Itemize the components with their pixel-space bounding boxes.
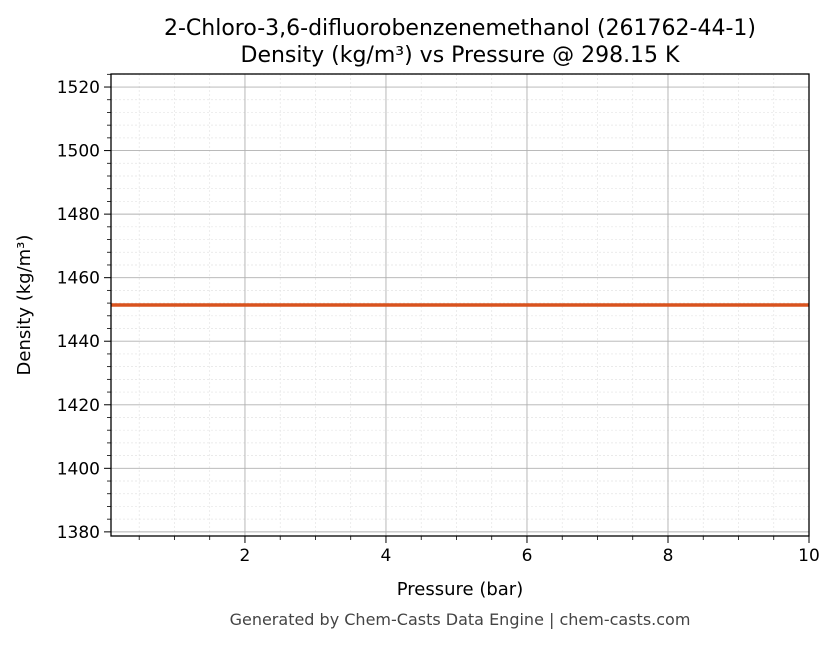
plot-frame [110, 73, 810, 537]
chart-subtitle: Density (kg/m³) vs Pressure @ 298.15 K [241, 43, 681, 68]
y-tick-label: 1500 [57, 142, 100, 162]
y-axis-label: Density (kg/m³) [14, 235, 35, 376]
x-tick-label: 2 [240, 546, 251, 566]
x-tick-label: 4 [381, 546, 392, 566]
y-tick-label: 1440 [57, 332, 100, 352]
y-tick-label: 1480 [57, 205, 100, 225]
y-tick-label: 1380 [57, 523, 100, 543]
ticks: 2 4 6 8 10 1380 1400 1420 1440 1460 1480 1500 1520 [57, 73, 820, 566]
y-tick-label: 1400 [57, 459, 100, 479]
x-tick-label: 8 [663, 546, 674, 566]
x-tick-label: 10 [798, 546, 820, 566]
y-tick-label: 1520 [57, 78, 100, 98]
x-tick-label: 6 [522, 546, 533, 566]
x-axis-label: Pressure (bar) [397, 579, 523, 600]
y-tick-label: 1460 [57, 269, 100, 289]
chart-title: 2-Chloro-3,6-difluorobenzenemethanol (26… [164, 16, 756, 41]
footer-credit: Generated by Chem-Casts Data Engine | ch… [230, 610, 691, 629]
y-tick-label: 1420 [57, 396, 100, 416]
